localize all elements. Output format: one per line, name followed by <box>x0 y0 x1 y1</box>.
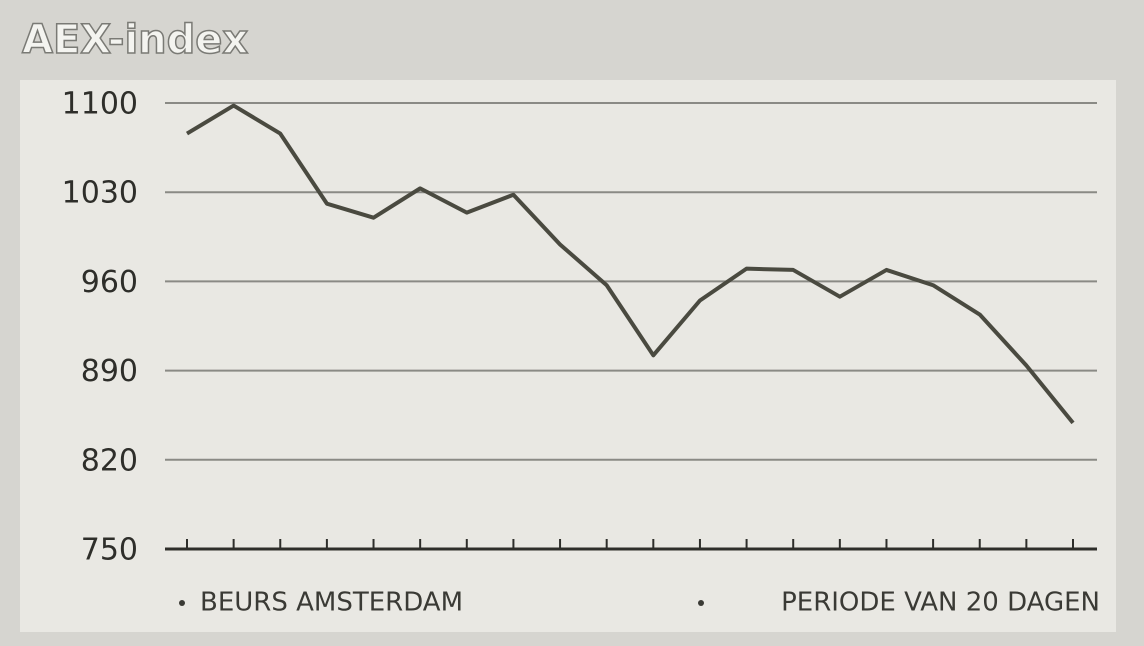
line <box>185 103 1075 425</box>
bullet <box>698 600 704 606</box>
y-tick-label: 1030 <box>62 176 138 211</box>
y-tick-label: 1100 <box>62 87 138 122</box>
y-tick-label: 890 <box>81 354 138 389</box>
y-tick-label: 820 <box>81 443 138 478</box>
y-tick-label: 960 <box>81 265 138 300</box>
y-tick-label: 750 <box>81 533 138 568</box>
chart-title: AEX-index <box>22 17 248 63</box>
bullet <box>179 600 185 606</box>
note: PERIODE VAN 20 DAGEN <box>781 588 1100 618</box>
note: BEURS AMSTERDAM <box>200 588 463 618</box>
